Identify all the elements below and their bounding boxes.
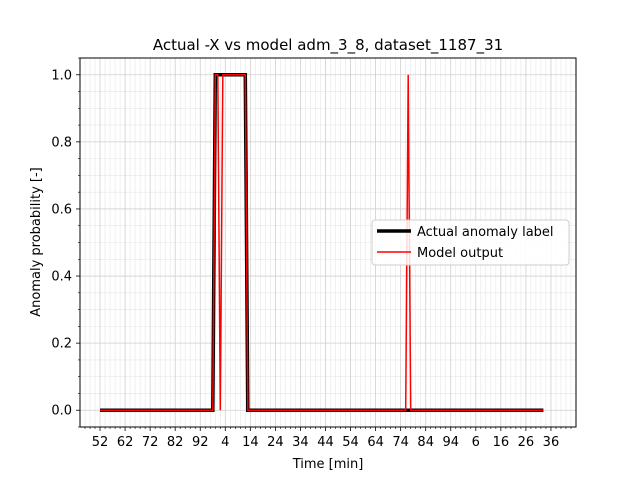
x-tick-label: 74: [392, 435, 409, 450]
chart-title: Actual -X vs model adm_3_8, dataset_1187…: [153, 36, 503, 55]
legend: Actual anomaly label Model output: [371, 219, 570, 266]
x-tick-label: 44: [317, 435, 334, 450]
x-tick-label: 52: [92, 435, 109, 450]
x-axis-label: Time [min]: [292, 457, 364, 472]
legend-label-actual: Actual anomaly label: [417, 225, 554, 240]
x-tick-label: 82: [167, 435, 184, 450]
x-tick-label: 24: [267, 435, 284, 450]
x-tick-label: 62: [117, 435, 134, 450]
y-tick-label: 0.8: [51, 135, 72, 150]
x-tick-label: 36: [543, 435, 560, 450]
x-tick-label: 84: [417, 435, 434, 450]
x-tick-label: 34: [292, 435, 309, 450]
y-axis-label: Anomaly probability [-]: [29, 167, 44, 316]
x-tick-label: 14: [242, 435, 259, 450]
series-line-model-output: [100, 74, 544, 411]
legend-box: [371, 219, 570, 266]
x-tick-label: 72: [142, 435, 159, 450]
x-tick-label: 64: [367, 435, 384, 450]
y-tick-label: 0.0: [51, 404, 72, 419]
y-tick-label: 0.4: [51, 270, 72, 285]
series-layer: [100, 73, 544, 412]
x-tick-label: 54: [342, 435, 359, 450]
x-tick-label: 94: [442, 435, 459, 450]
y-tick-label: 1.0: [51, 68, 72, 83]
x-tick-label: 26: [518, 435, 535, 450]
y-tick-label: 0.2: [51, 337, 72, 352]
legend-label-model: Model output: [417, 246, 503, 261]
y-tick-label: 0.6: [51, 202, 72, 217]
x-tick-label: 4: [221, 435, 229, 450]
x-tick-label: 16: [493, 435, 510, 450]
x-tick-label: 6: [472, 435, 480, 450]
major-grid: [80, 58, 576, 427]
x-tick-label: 92: [192, 435, 209, 450]
x-axis-ticks: 52 62 72 82 92 4 14 24 34 44 54 64 74 84 94 6 16 26 36: [84, 427, 572, 450]
y-axis-ticks: 0.0 0.2 0.4 0.6 0.8 1.0: [51, 57, 80, 428]
